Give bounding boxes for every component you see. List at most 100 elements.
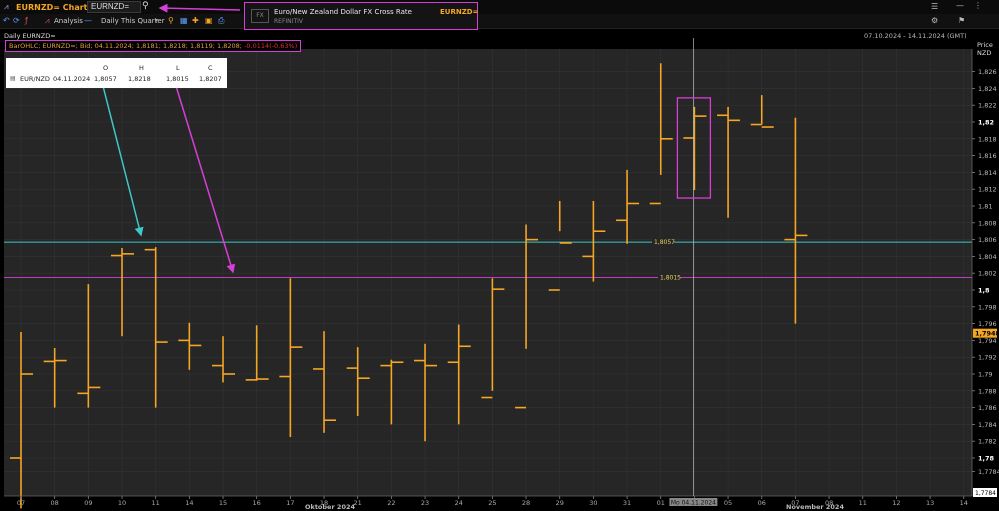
export-icon[interactable]: ⎙ — [218, 16, 225, 25]
ohlc-bar — [548, 200, 572, 291]
ohlc-bar — [77, 284, 101, 408]
zoom-icon[interactable]: ⚲ — [168, 16, 174, 25]
toggle-icon[interactable]: ⚑ — [958, 16, 966, 25]
legend-box: BarOHLC; EURNZD=; Bid; 04.11.2024; 1,818… — [5, 40, 302, 52]
settings-icon[interactable]: ⚙ — [931, 16, 939, 25]
more-icon[interactable]: ⋮ — [974, 1, 982, 10]
ohlc-bar — [144, 247, 168, 408]
ohlc-header-high: H — [139, 64, 144, 72]
y-tick-label: 1,792 — [978, 354, 997, 362]
instrument-popup: FX Euro/New Zealand Dollar FX Cross Rate… — [244, 2, 478, 30]
y-tick-label: 1,782 — [978, 438, 997, 446]
x-tick-label: 08 — [51, 499, 59, 507]
menu-icon[interactable]: ☰ — [931, 2, 939, 11]
popup-arrow — [158, 3, 241, 13]
y-tick-label: 1,826 — [978, 68, 997, 76]
y-tick-label: 1,7784 — [978, 468, 999, 476]
x-tick-label: 15 — [219, 499, 227, 507]
x-tick-label: 11 — [859, 499, 867, 507]
month-label-november: November 2024 — [786, 503, 844, 511]
y-tick-label: 1,794 — [978, 337, 997, 345]
y-tick-label: 1,82 — [978, 119, 994, 127]
last-price-badge — [973, 328, 997, 338]
x-tick-label: 06 — [758, 499, 766, 507]
y-tick-label: 1,798 — [978, 303, 997, 311]
currency-label: NZD — [977, 49, 992, 57]
ohlc-bar — [313, 331, 337, 433]
layout-icon[interactable]: ▣ — [205, 16, 213, 25]
ohlc-bar — [212, 336, 236, 383]
ohlc-bar — [649, 63, 673, 205]
y-tick-label: 1,788 — [978, 387, 997, 395]
x-tick-label: 14 — [960, 499, 968, 507]
fx-badge: FX — [251, 9, 269, 23]
instrument-name: Euro/New Zealand Dollar FX Cross Rate — [274, 8, 412, 16]
ohlc-bar — [683, 106, 707, 191]
interval-dropdown[interactable]: Daily — [101, 17, 119, 25]
refresh-icon[interactable]: ⟳ — [13, 16, 20, 25]
y-tick-label: 1,786 — [978, 404, 997, 412]
trend-icon[interactable]: ⩘ — [45, 16, 50, 25]
ohlc-bar — [616, 169, 640, 244]
instrument-source: REFINITIV — [274, 18, 303, 25]
x-tick-label: 12 — [892, 499, 900, 507]
y-tick-label: 1,818 — [978, 135, 997, 143]
minimize-icon[interactable]: — — [956, 1, 964, 10]
instrument-ric: EURNZD= — [440, 8, 479, 16]
ohlc-header-close: C — [208, 64, 213, 72]
ohlc-bar — [414, 343, 438, 442]
period-dropdown[interactable]: This Quarter — [121, 17, 165, 25]
x-tick-label: 24 — [455, 499, 463, 507]
price-axis-label: Price — [977, 41, 993, 49]
grid-icon[interactable]: ▦ — [180, 16, 188, 25]
x-tick-label: 21 — [354, 499, 362, 507]
x-tick-label: 07 — [791, 499, 799, 507]
x-tick-label: 25 — [488, 499, 496, 507]
search-icon[interactable]: ⚲ — [142, 1, 149, 11]
ohlc-bar — [447, 324, 471, 425]
month-label-october: Oktober 2024 — [305, 503, 356, 511]
y-tick-label: 1,812 — [978, 186, 997, 194]
undo-icon[interactable]: ↶ — [3, 16, 10, 25]
analysis-button[interactable]: Analysis — [54, 17, 83, 25]
ric-input[interactable] — [87, 1, 141, 13]
reference-label-bg — [658, 272, 680, 281]
y-tick-label: 1,816 — [978, 152, 997, 160]
x-tick-label: 16 — [253, 499, 261, 507]
reference-label: 1,8057 — [654, 239, 675, 246]
x-axis-ticks: 07 08 09 10 11 14 15 16 17 18 21 22 23 24 25 28 29 30 31 01… — [4, 495, 972, 511]
crosshair-icon[interactable]: ✚ — [192, 16, 199, 25]
last-price-label: 1,7948 — [975, 330, 999, 338]
x-tick-label: 07 — [17, 499, 25, 507]
plot-area[interactable] — [4, 49, 972, 496]
ohlc-header-open: O — [103, 64, 109, 72]
line-style-icon[interactable]: — — [84, 16, 92, 25]
y-tick-label: 1,8 — [978, 287, 990, 295]
axis-min-label: 1,7784 — [975, 490, 996, 497]
ohlc-open: 1,8057 — [94, 75, 117, 83]
reference-label: 1,8015 — [660, 274, 681, 281]
draw-tool-icon[interactable]: ƒ — [25, 16, 28, 25]
x-tick-label: 31 — [623, 499, 631, 507]
x-tick-label: 28 — [522, 499, 530, 507]
instrument-icon: ▤ — [10, 75, 16, 82]
x-tick-label: 30 — [589, 499, 597, 507]
y-tick-label: 1,814 — [978, 169, 997, 177]
ohlc-close: 1,8207 — [199, 75, 222, 83]
x-tick-label: 13 — [926, 499, 934, 507]
x-tick-label: 22 — [387, 499, 395, 507]
ohlc-bar — [515, 224, 539, 409]
x-tick-label: 17 — [286, 499, 294, 507]
magenta-arrow — [175, 85, 236, 274]
ohlc-bar — [43, 347, 67, 408]
ohlc-bar — [750, 95, 774, 128]
chart-range: 07.10.2024 - 14.11.2024 (GMT) — [864, 32, 967, 40]
ohlc-high: 1,8218 — [128, 75, 151, 83]
ohlc-bar — [245, 325, 269, 381]
ohlc-low: 1,8015 — [166, 75, 189, 83]
axis-min-label-bg — [973, 488, 997, 497]
y-tick-label: 1,824 — [978, 85, 997, 93]
y-tick-label: 1,804 — [978, 253, 997, 261]
chevron-down-icon[interactable]: ▾ — [155, 17, 159, 24]
